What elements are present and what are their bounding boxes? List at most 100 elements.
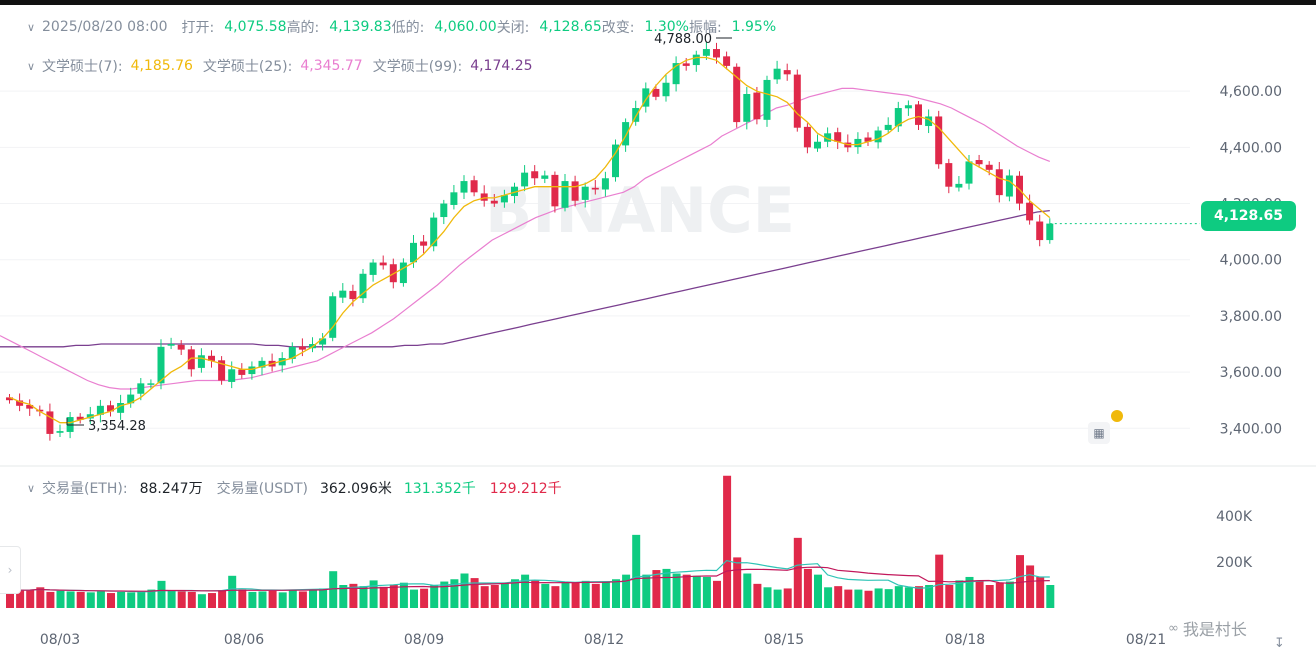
ma99-series (0, 209, 1050, 348)
annotations: 3,354.28 4,788.00 (66, 32, 732, 434)
volume-bar (359, 586, 368, 608)
volume-bar (107, 593, 115, 608)
volume-bar (248, 591, 257, 608)
ma7-line (9, 56, 1051, 424)
candle-body (177, 344, 185, 350)
price-tick-label: 4,600.00 (1220, 84, 1282, 100)
expand-panel-handle[interactable]: › (0, 546, 21, 594)
candle-body (551, 174, 559, 207)
volume-bar (96, 591, 105, 608)
volume-ma-b-series (9, 566, 1050, 592)
low-label: 低的: (391, 20, 425, 36)
candle-body (884, 124, 892, 130)
candle-body (56, 431, 64, 433)
volume-bar (995, 582, 1004, 608)
notification-dot (1111, 410, 1123, 422)
volume-bar (46, 591, 55, 608)
candle-body (238, 369, 246, 375)
volume-bar (743, 573, 752, 608)
volume-bar (430, 585, 439, 608)
volume-bar (874, 588, 883, 608)
volume-bar (541, 583, 550, 608)
volume-bar (187, 591, 196, 608)
volume-bar (763, 587, 772, 608)
ma25-value: 4,345.77 (300, 58, 363, 74)
volume-bar (1005, 581, 1014, 608)
note-icon[interactable]: ▦ (1088, 422, 1110, 444)
volume-bar (208, 593, 216, 608)
volume-bar (844, 589, 853, 608)
ma25-series (0, 87, 1051, 390)
time-tick-label: 08/03 (40, 632, 80, 648)
volume-bar (925, 585, 934, 608)
volume-usdt-label: 交易量(USDT) (216, 481, 308, 497)
price-axis: 4,600.004,400.004,200.004,000.003,800.00… (1049, 84, 1282, 571)
price-tick-label: 4,400.00 (1220, 140, 1282, 156)
volume-bar (692, 575, 701, 608)
candle-body (460, 181, 468, 193)
download-icon[interactable]: ↧ (1274, 636, 1285, 651)
change-value: 1.30% (644, 19, 689, 35)
candle-body (925, 116, 933, 127)
chevron-down-icon[interactable]: ∨ (26, 59, 36, 73)
volume-bar (601, 581, 610, 608)
candle-body (339, 290, 347, 298)
candle-body (854, 138, 862, 148)
candle-body (319, 338, 327, 345)
candle-body (612, 144, 619, 178)
close-value: 4,128.65 (539, 19, 602, 35)
volume-bar (662, 568, 671, 608)
volume-bar (561, 582, 570, 608)
max-price-label: 4,788.00 (654, 32, 712, 47)
volume-bar (389, 585, 398, 608)
volume-bar (1036, 576, 1045, 608)
volume-bar (985, 585, 994, 608)
candle-body (702, 49, 710, 56)
chevron-down-icon[interactable]: ∨ (26, 481, 36, 495)
candle-body (975, 160, 983, 165)
volume-bar (26, 590, 35, 608)
volume-bar (682, 574, 691, 608)
author-watermark: ∞ 我是村长 (1168, 616, 1247, 640)
candle-body (208, 355, 215, 361)
candle-body (965, 161, 973, 184)
volume-bar (945, 585, 954, 608)
candle-body (157, 346, 165, 384)
volume-bar (218, 590, 227, 608)
volume-bar (238, 589, 247, 608)
volume-bar (410, 589, 418, 608)
volume-bar (319, 588, 328, 608)
volume-bar (500, 582, 509, 608)
candle-body (359, 273, 367, 299)
candle-body (521, 172, 529, 187)
candle-body (511, 186, 518, 196)
candle-body (258, 360, 266, 368)
volume-bar (450, 579, 459, 608)
change-label: 改变: (601, 20, 635, 36)
volume-bar (36, 587, 45, 608)
volume-bar (783, 588, 792, 608)
chevron-down-icon[interactable]: ∨ (26, 20, 36, 34)
volume-bar (854, 589, 863, 608)
candle-body (16, 400, 24, 406)
candle-body (672, 63, 680, 85)
high-value: 4,139.83 (329, 19, 392, 35)
link-icon: ∞ (1168, 620, 1179, 636)
candle-body (248, 366, 256, 375)
candle-body (66, 417, 74, 432)
volume-row: ∨ 交易量(ETH): 88.247万 交易量(USDT) 362.096米 1… (0, 477, 562, 499)
candle-body (349, 290, 357, 300)
ma-row: ∨ 文学硕士(7): 4,185.76 文学硕士(25): 4,345.77 文… (0, 55, 533, 77)
author-watermark-text: 我是村长 (1182, 620, 1247, 639)
candle-body (581, 186, 589, 200)
volume-bar (470, 578, 479, 608)
volume-bar (339, 585, 348, 608)
time-tick-label: 08/09 (404, 632, 444, 648)
candle-date: 2025/08/20 08:00 (42, 19, 168, 35)
volume-bar (480, 586, 489, 608)
ma7-value: 4,185.76 (130, 58, 193, 74)
candle-body (187, 349, 195, 370)
volume-bar (814, 574, 822, 608)
candle-body (278, 358, 286, 366)
